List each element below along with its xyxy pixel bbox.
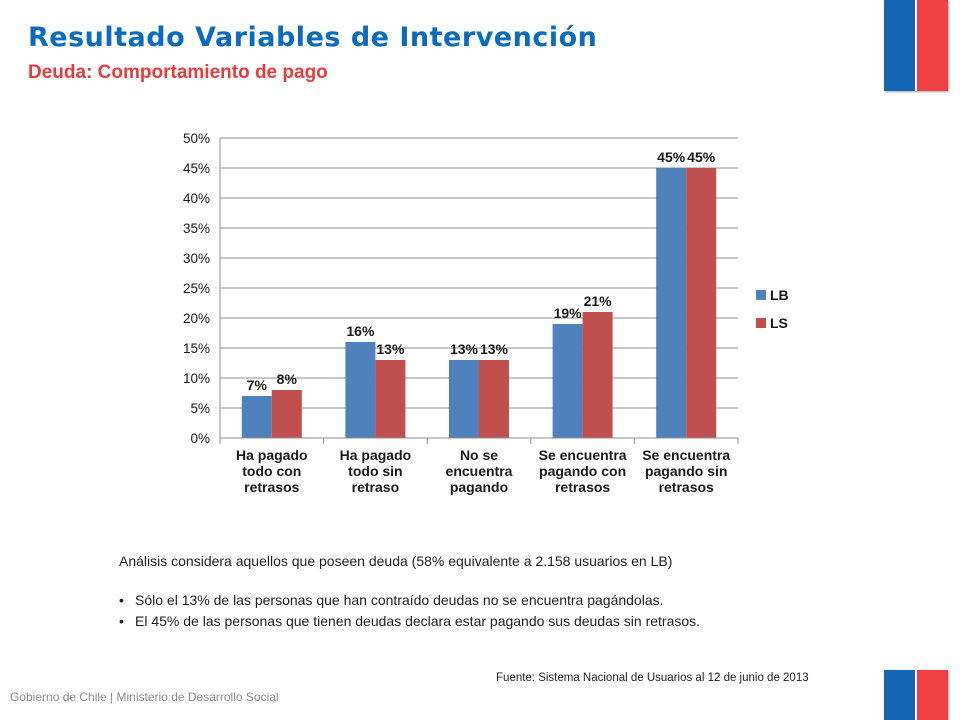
flag-logo-bottom — [884, 670, 948, 720]
x-category-label: Ha pagado — [236, 447, 308, 463]
finding-text: El 45% de las personas que tienen deudas… — [135, 613, 701, 629]
bar-ls — [479, 360, 509, 438]
x-category-label: pagando — [450, 479, 508, 495]
y-tick-label: 5% — [190, 401, 210, 416]
y-tick-label: 30% — [183, 251, 210, 266]
legend-label: LS — [770, 315, 788, 331]
data-label: 21% — [584, 293, 613, 309]
finding-item: • Sólo el 13% de las personas que han con… — [119, 590, 700, 611]
x-category-label: retrasos — [244, 479, 299, 495]
legend-label: LB — [770, 287, 789, 303]
data-label: 13% — [376, 341, 405, 357]
bar-ls — [582, 312, 613, 438]
page-subtitle: Deuda: Comportamiento de pago — [28, 62, 328, 83]
y-tick-label: 35% — [183, 221, 210, 236]
analysis-note: Análisis considera aquellos que poseen d… — [119, 553, 673, 569]
y-tick-label: 15% — [183, 341, 210, 356]
source-note: Fuente: Sistema Nacional de Usuarios al … — [496, 672, 809, 684]
finding-text: Sólo el 13% de las personas que han cont… — [135, 592, 664, 608]
bar-lb — [449, 360, 479, 438]
x-category-label: encuentra — [446, 463, 513, 479]
data-label: 19% — [554, 305, 583, 321]
data-label: 13% — [480, 341, 509, 357]
x-category-label: pagando sin — [645, 463, 727, 479]
data-label: 13% — [450, 341, 479, 357]
bar-lb — [241, 396, 272, 438]
data-label: 7% — [247, 377, 268, 393]
flag-logo-top — [884, 0, 948, 91]
y-tick-label: 20% — [183, 311, 210, 326]
findings-list: • Sólo el 13% de las personas que han con… — [119, 590, 700, 632]
y-tick-label: 25% — [183, 281, 210, 296]
finding-item: • El 45% de las personas que tienen deuda… — [119, 611, 700, 632]
x-category-label: retraso — [352, 479, 399, 495]
bar-lb — [345, 342, 376, 438]
x-category-label: retrasos — [555, 479, 610, 495]
y-tick-label: 0% — [190, 431, 210, 446]
data-label: 16% — [346, 323, 375, 339]
y-tick-label: 10% — [183, 371, 210, 386]
x-category-label: Ha pagado — [340, 447, 412, 463]
bullet-icon: • — [119, 613, 124, 629]
y-tick-label: 45% — [183, 161, 210, 176]
x-category-label: todo con — [242, 463, 301, 479]
x-category-label: Se encuentra — [642, 447, 730, 463]
x-category-label: No se — [460, 447, 498, 463]
y-tick-label: 40% — [183, 191, 210, 206]
x-category-label: pagando con — [539, 463, 626, 479]
bar-ls — [375, 360, 406, 438]
y-tick-label: 50% — [183, 131, 210, 146]
bullet-icon: • — [119, 592, 124, 608]
page-title: Resultado Variables de Intervención — [28, 22, 598, 53]
x-category-label: retrasos — [659, 479, 714, 495]
x-category-label: Se encuentra — [539, 447, 627, 463]
data-label: 8% — [277, 371, 298, 387]
data-label: 45% — [657, 149, 686, 165]
bar-lb — [656, 168, 687, 438]
bar-ls — [686, 168, 717, 438]
x-category-label: todo sin — [348, 463, 402, 479]
bar-chart: 0% 5% 10% 15% 20% 25% 30% 35% 40% 45% 50% 7% 8% Ha pa… — [183, 131, 789, 495]
legend-swatch — [756, 290, 766, 300]
bar-lb — [552, 324, 583, 438]
legend-swatch — [756, 318, 766, 328]
data-label: 45% — [687, 149, 716, 165]
footer-text: Gobierno de Chile | Ministerio de Desarr… — [10, 690, 279, 704]
bar-ls — [271, 390, 302, 438]
